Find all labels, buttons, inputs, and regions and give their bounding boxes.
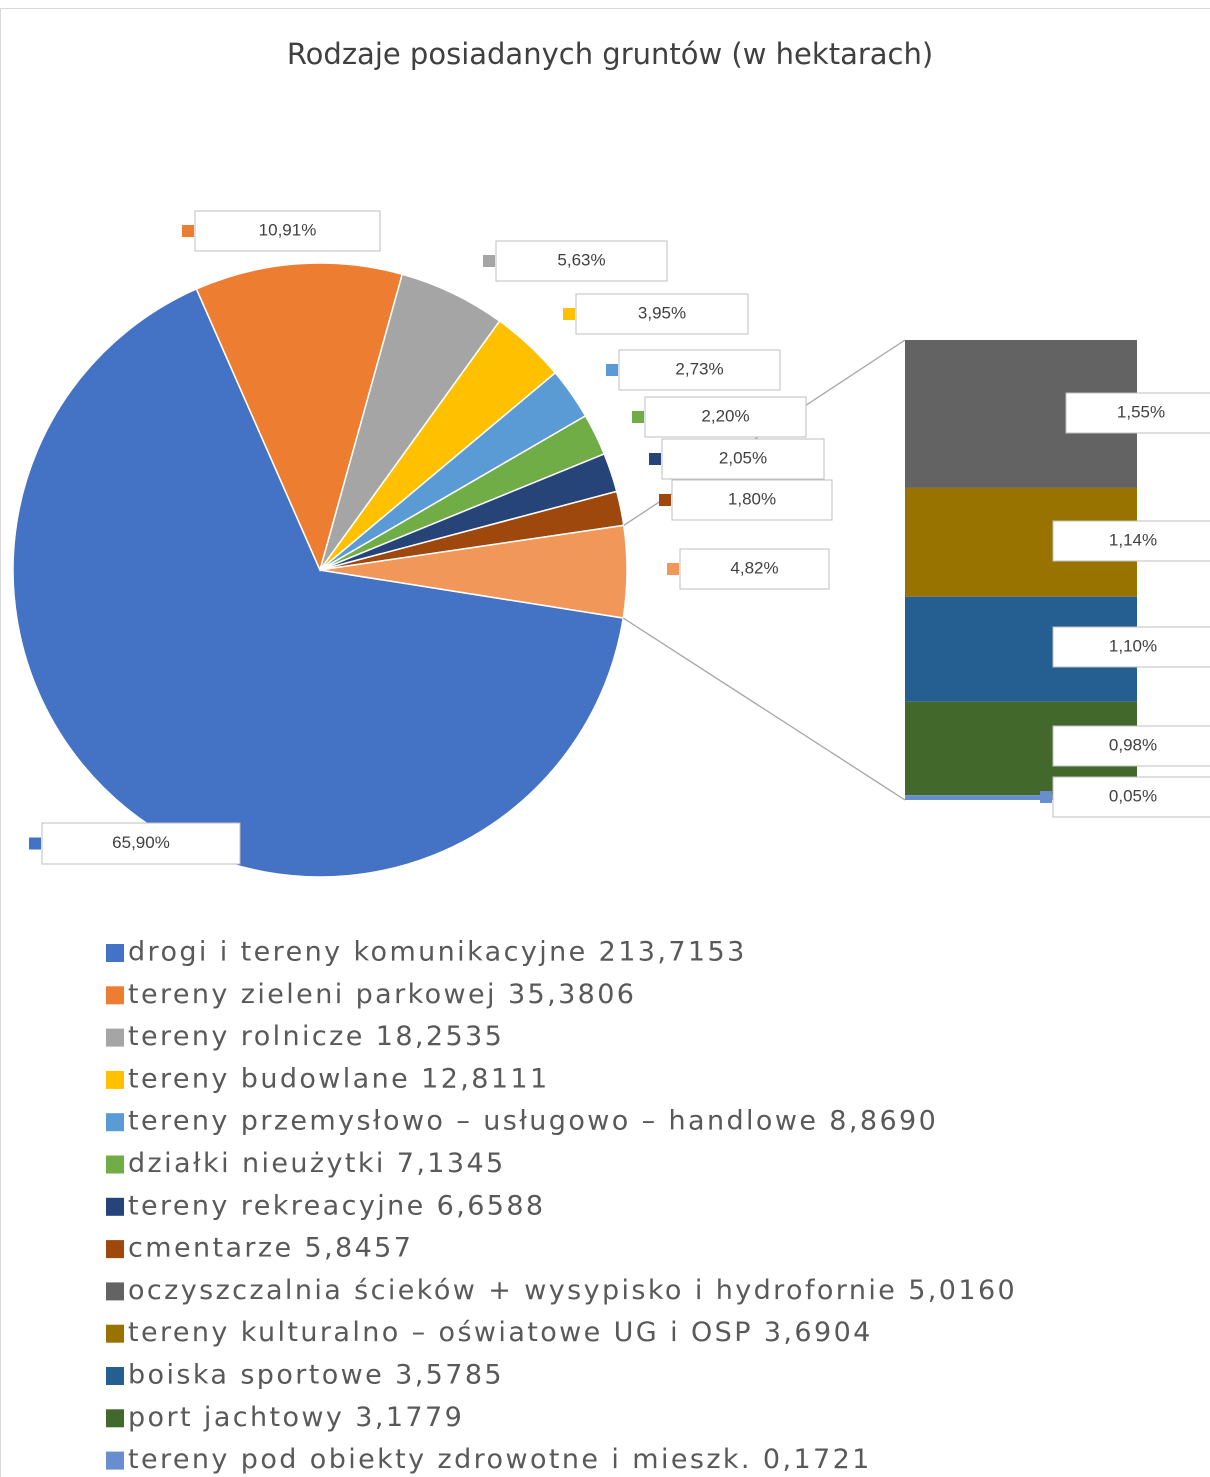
legend-label: działki nieużytki 7,1345 [128,1148,506,1179]
label-key [659,494,671,506]
pie-slice [319,524,628,619]
legend-key [106,1070,124,1089]
chart-title: Rodzaje posiadanych gruntów (w hektarach… [287,37,933,71]
label-box [194,210,381,252]
legend-label: oczyszczalnia ścieków + wysypisko i hydr… [128,1275,1017,1306]
pie-slice [12,287,625,878]
data-label: 1,55% [1117,402,1165,421]
data-label: 10,91% [259,220,317,239]
label-box [1052,776,1210,818]
data-label: 2,73% [675,359,723,378]
legend-key [106,1409,124,1428]
data-label: 3,95% [638,303,686,322]
data-label: 5,63% [557,250,605,269]
legend-label: tereny kulturalno – oświatowe UG i OSP 3… [128,1317,873,1348]
label-box [661,438,825,480]
label-box [618,349,781,391]
label-box [671,479,833,521]
legend-key [106,944,124,962]
data-label: 1,10% [1109,636,1157,655]
legend-key [106,986,124,1005]
data-label: 0,05% [1109,786,1157,805]
label-key [1040,791,1052,803]
bar-segment [905,795,1137,800]
label-key [182,225,194,237]
label-key [483,255,495,267]
label-box [1052,725,1210,767]
connector [622,617,906,801]
legend-key [106,1367,124,1385]
legend-key [106,1028,124,1047]
legend-key [106,1197,124,1216]
legend-key [106,1240,124,1259]
data-label: 2,05% [719,448,767,467]
label-box [41,822,241,865]
label-box [644,396,807,438]
data-label: 65,90% [112,833,170,852]
legend-label: tereny przemysłowo – usługowo – handlowe… [128,1106,938,1137]
legend-label: boiska sportowe 3,5785 [128,1360,504,1391]
legend-key [106,1113,124,1132]
label-box [575,293,749,335]
legend-label: cmentarze 5,8457 [128,1233,413,1264]
label-key [649,453,661,465]
data-label: 0,98% [1109,735,1157,754]
data-label: 4,82% [730,558,778,577]
legend-key [106,1282,124,1301]
label-key [667,563,679,575]
legend-label: tereny rekreacyjne 6,6588 [128,1190,546,1221]
legend-label: tereny zieleni parkowej 35,3806 [128,979,636,1010]
label-box [1052,520,1210,562]
label-box [495,240,668,282]
pie-slice [195,262,404,573]
legend-key [106,1155,124,1174]
label-box [679,548,830,590]
label-key [29,837,41,850]
label-box [1065,392,1210,434]
label-key [563,308,575,320]
data-label: 1,80% [728,489,776,508]
label-box [1052,626,1210,668]
legend-label: drogi i tereny komunikacyjne 213,7153 [128,937,747,968]
legend-key [106,1451,124,1470]
legend-label: tereny budowlane 12,8111 [128,1063,550,1094]
legend-label: port jachtowy 3,1779 [128,1402,464,1433]
legend-label: tereny rolnicze 18,2535 [128,1021,504,1052]
legend-key [106,1324,124,1343]
label-key [606,364,618,376]
label-key [632,411,644,423]
data-label: 1,14% [1109,530,1157,549]
data-label: 2,20% [701,406,749,425]
legend-label: tereny pod obiekty zdrowotne i mieszk. 0… [128,1444,872,1475]
